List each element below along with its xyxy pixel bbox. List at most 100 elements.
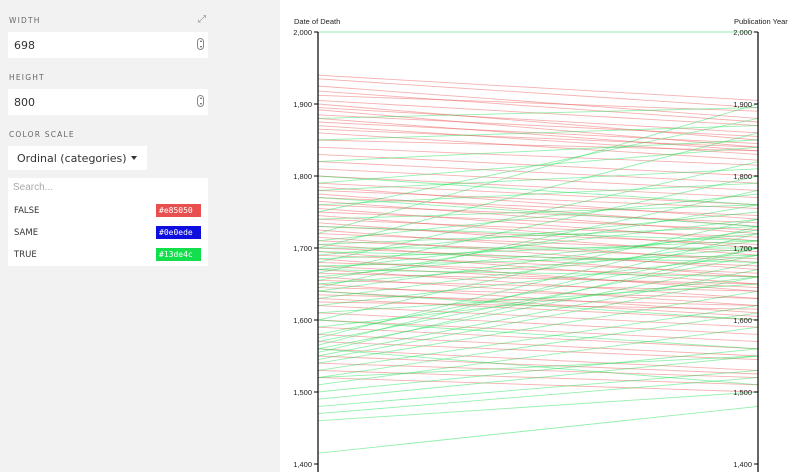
polyline-true: [317, 391, 759, 422]
parallel-coordinates-chart: Date of Death 2,000 1,900 1,800 1,700 1,600 1,…: [293, 17, 788, 472]
polyline-false: [317, 240, 759, 260]
polyline-false: [317, 369, 759, 386]
polyline-true: [317, 355, 759, 400]
polyline-false: [317, 326, 759, 350]
polyline-true: [317, 139, 759, 163]
color-item-label: SAME: [14, 228, 39, 238]
polyline-true: [317, 405, 759, 454]
color-scale-select[interactable]: Ordinal (categories): [8, 146, 147, 170]
color-item-true: TRUE #13de4c: [8, 246, 208, 266]
polyline-true: [317, 204, 759, 220]
polyline-false: [317, 258, 759, 292]
polyline-false: [317, 153, 759, 177]
tick-label: 1,600: [733, 316, 752, 325]
polyline-false: [317, 355, 759, 375]
tick-label: 1,900: [293, 100, 312, 109]
color-swatch[interactable]: #13de4c: [156, 248, 201, 261]
polyline-true: [317, 204, 759, 281]
polyline-true: [317, 348, 759, 386]
axis-title[interactable]: Date of Death: [294, 17, 340, 26]
polyline-false: [317, 269, 759, 299]
polyline-false: [317, 109, 759, 148]
polyline-false: [317, 215, 759, 249]
tick-label: 1,500: [733, 388, 752, 397]
tick-label: 2,000: [733, 28, 752, 37]
polyline-true: [317, 269, 759, 278]
polyline-false: [317, 229, 759, 263]
polyline-true: [317, 369, 759, 407]
color-item-same: SAME #0e0ede: [8, 224, 208, 244]
tick-label: 2,000: [293, 28, 312, 37]
tick-label: 1,800: [293, 172, 312, 181]
polyline-true: [317, 103, 759, 235]
tick-label: 1,400: [733, 460, 752, 469]
tick-label: 1,400: [293, 460, 312, 469]
polyline-true: [317, 175, 759, 274]
polyline-true: [317, 175, 759, 206]
polyline-false: [317, 132, 759, 161]
polyline-false: [317, 265, 759, 289]
polyline-true: [317, 348, 759, 393]
polyline-false: [317, 186, 759, 220]
polyline-true: [317, 233, 759, 346]
polyline-false: [317, 294, 759, 307]
polyline-false: [317, 146, 759, 166]
tick-label: 1,600: [293, 316, 312, 325]
polyline-false: [317, 279, 759, 292]
polyline-false: [317, 377, 759, 393]
color-swatch[interactable]: #e85050: [156, 204, 201, 217]
series-true: [317, 31, 759, 454]
expand-icon[interactable]: ⤢: [198, 14, 206, 25]
polyline-true: [317, 125, 759, 141]
polyline-true: [317, 218, 759, 321]
polyline-false: [317, 348, 759, 371]
polyline-true: [317, 229, 759, 292]
polyline-true: [317, 240, 759, 299]
polyline-false: [317, 207, 759, 242]
search-input[interactable]: Search...: [13, 182, 54, 193]
color-scale-panel: Search... FALSE #e85050 SAME #0e0ede TRU…: [8, 178, 208, 266]
polyline-false: [317, 236, 759, 271]
tick-label: 1,700: [293, 244, 312, 253]
height-spinner-icon[interactable]: [197, 95, 204, 107]
polyline-false: [317, 74, 759, 101]
polyline-false: [317, 233, 759, 253]
polyline-true: [317, 247, 759, 335]
width-input[interactable]: 698: [8, 32, 208, 58]
polyline-true: [317, 283, 759, 314]
polyline-true: [317, 290, 759, 321]
polyline-false: [317, 276, 759, 307]
polyline-true: [317, 254, 759, 307]
polyline-true: [317, 182, 759, 206]
polyline-false: [317, 107, 759, 134]
polyline-true: [317, 377, 759, 415]
polyline-true: [317, 225, 759, 242]
tick-label: 1,500: [293, 388, 312, 397]
width-spinner-icon[interactable]: [197, 38, 204, 50]
polyline-true: [317, 247, 759, 353]
polyline-true: [317, 355, 759, 379]
axis-title[interactable]: Publication Year: [734, 17, 788, 26]
polyline-false: [317, 301, 759, 310]
polyline-false: [317, 287, 759, 299]
polyline-true: [317, 168, 759, 191]
polyline-false: [317, 197, 759, 217]
polyline-true: [317, 290, 759, 364]
polyline-true: [317, 326, 759, 386]
chevron-down-icon: [131, 156, 137, 160]
polyline-true: [317, 319, 759, 350]
polyline-false: [317, 218, 759, 238]
polyline-false: [317, 189, 759, 209]
polyline-false: [317, 319, 759, 343]
polyline-false: [317, 94, 759, 112]
polyline-false: [317, 125, 759, 155]
polyline-false: [317, 114, 759, 137]
color-item-label: TRUE: [14, 250, 37, 260]
polyline-false: [317, 161, 759, 184]
polyline-true: [317, 107, 759, 119]
polyline-true: [317, 193, 759, 242]
color-swatch[interactable]: #0e0ede: [156, 226, 201, 239]
polyline-true: [317, 225, 759, 339]
height-input[interactable]: 800: [8, 89, 208, 115]
polyline-true: [317, 211, 759, 256]
